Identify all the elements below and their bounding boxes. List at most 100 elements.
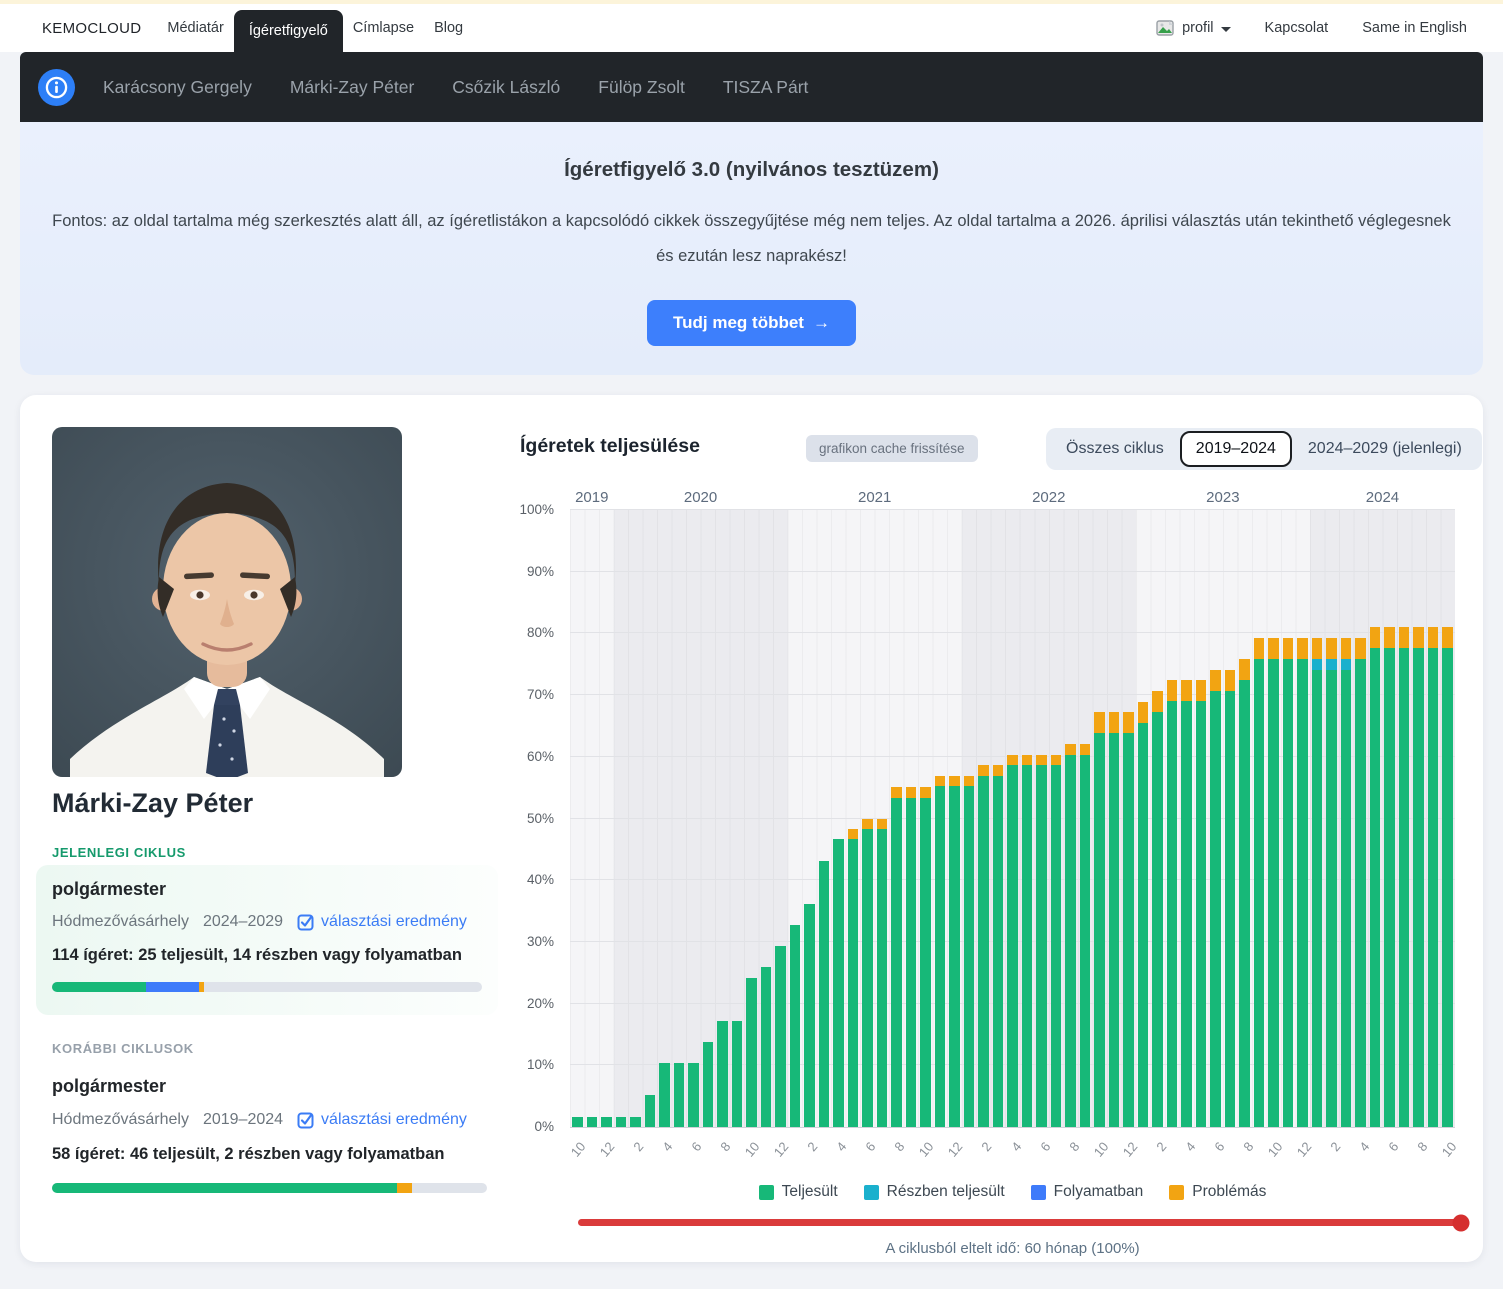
politician-card: Márki-Zay Péter JELENLEGI CIKLUS polgárm… <box>20 395 1483 1262</box>
bar-segment-teljesült <box>702 1041 714 1127</box>
y-tick-0: 0% <box>534 1119 554 1134</box>
year-band-2021 <box>787 510 962 1127</box>
bar-2021-2 <box>804 903 815 1127</box>
bar-segment-teljesült <box>1094 733 1105 1127</box>
bar-2023-1 <box>1137 701 1149 1127</box>
current-cycle-label: JELENLEGI CIKLUS <box>52 845 186 860</box>
chart-y-axis: 0% 10% 20% 30% 40% 50% 60% 70% 80% 90% 100% <box>498 502 562 1134</box>
position-title: polgármester <box>52 1076 167 1096</box>
subnav-item-fülöp-zsolt[interactable]: Fülöp Zsolt <box>598 76 685 97</box>
legend-item-teljesült: Teljesült <box>758 1183 838 1201</box>
chart-year-labels: 2019 2020 2021 2022 2023 2024 <box>570 489 1455 509</box>
bar-2021-7 <box>876 818 888 1127</box>
year-label-2023: 2023 <box>1206 489 1240 506</box>
bar-segment-teljesült <box>1224 690 1236 1127</box>
progress-segment-green <box>52 982 147 992</box>
bar-2023-5 <box>1195 680 1207 1127</box>
bar-2020-9 <box>731 1020 743 1127</box>
bar-segment-teljesült <box>630 1116 641 1127</box>
x-tick-2020-8: 8 <box>717 1139 734 1155</box>
election-result-label: választási eredmény <box>321 1111 467 1128</box>
learn-more-button[interactable]: Tudj meg többet → <box>647 300 856 346</box>
tab-Összes-ciklus[interactable]: Összes ciklus <box>1066 440 1164 457</box>
x-tick-2021-6: 6 <box>862 1139 879 1155</box>
topnav-item-címlapse[interactable]: Címlapse <box>352 20 415 36</box>
bar-2022-5 <box>1021 754 1033 1127</box>
bar-2020-7 <box>702 1041 714 1127</box>
progress-segment-blue <box>146 982 200 992</box>
x-tick-2019-10: 10 <box>567 1139 589 1160</box>
bar-segment-problémás <box>1108 712 1120 734</box>
brand-logo[interactable]: KEMOCLOUD <box>42 19 142 37</box>
arrow-right-icon: → <box>812 313 830 332</box>
bar-2024-9 <box>1427 627 1439 1127</box>
x-tick-2022-8: 8 <box>1065 1139 1083 1155</box>
current-progress-bar <box>52 982 482 992</box>
slider-knob[interactable] <box>1452 1214 1470 1231</box>
y-tick-100: 100% <box>519 502 554 517</box>
bar-segment-teljesült <box>1282 658 1294 1127</box>
topnav-link-same-in-english[interactable]: Same in English <box>1362 20 1467 36</box>
subnav-item-csőzik-lászló[interactable]: Csőzik László <box>452 76 561 97</box>
bar-2021-9 <box>905 787 917 1127</box>
checkbox-check-icon <box>297 1112 314 1129</box>
refresh-cache-button[interactable]: grafikon cache frissítése <box>806 435 978 462</box>
bar-segment-teljesült <box>1239 680 1250 1127</box>
bar-segment-problémás <box>1210 669 1221 691</box>
bar-segment-problémás <box>847 829 859 840</box>
bar-2022-11 <box>1108 712 1120 1127</box>
x-tick-2023-12: 12 <box>1293 1139 1315 1160</box>
bar-segment-teljesült <box>949 786 960 1127</box>
bar-2022-7 <box>1050 754 1062 1127</box>
legend-label: Részben teljesült <box>886 1183 1005 1200</box>
bar-segment-problémás <box>1369 627 1381 649</box>
topnav-item-blog[interactable]: Blog <box>434 20 464 36</box>
bar-segment-teljesült <box>1166 701 1178 1127</box>
bar-2024-3 <box>1340 638 1352 1127</box>
gridline-100 <box>570 509 1455 510</box>
bar-segment-problémás <box>1384 627 1395 649</box>
x-tick-2021-4: 4 <box>833 1139 850 1155</box>
x-tick-2023-2: 2 <box>1152 1139 1170 1155</box>
topnav-item-médiatár[interactable]: Médiatár <box>167 20 224 36</box>
bar-2020-4 <box>659 1063 670 1127</box>
bar-2024-5 <box>1369 627 1381 1127</box>
x-tick-2020-2: 2 <box>630 1139 647 1155</box>
y-tick-60: 60% <box>526 748 554 764</box>
elapsed-time-slider[interactable] <box>578 1214 1470 1231</box>
bar-segment-teljesült <box>1340 669 1352 1127</box>
bar-segment-problémás <box>1166 680 1178 702</box>
bar-segment-teljesült <box>920 797 931 1127</box>
bar-2022-9 <box>1079 744 1091 1127</box>
year-label-2020: 2020 <box>683 489 718 506</box>
subnav-item-márki-zay-péter[interactable]: Márki-Zay Péter <box>289 76 415 97</box>
bar-segment-teljesült <box>1369 648 1381 1127</box>
election-result-link[interactable]: választási eredmény <box>297 913 467 931</box>
topnav-item-ígéretfigyelő[interactable]: Ígéretfigyelő <box>233 10 343 52</box>
bar-segment-teljesült <box>1427 648 1439 1127</box>
topnav-link-kapcsolat[interactable]: Kapcsolat <box>1264 20 1329 36</box>
bar-segment-teljesült <box>833 839 844 1127</box>
profile-menu-label: profil <box>1182 20 1214 36</box>
bar-segment-problémás <box>963 775 975 787</box>
profile-menu[interactable]: profil <box>1156 19 1231 37</box>
progress-segment-orange <box>199 982 204 992</box>
bar-2022-8 <box>1065 744 1076 1127</box>
previous-cycle-meta: Hódmezővásárhely 2019–2024 választási er… <box>52 1111 487 1129</box>
tab-2024–2029-(jelenlegi)[interactable]: 2024–2029 (jelenlegi) <box>1307 440 1462 457</box>
bar-segment-problémás <box>1094 712 1105 734</box>
tab-2019–2024[interactable]: 2019–2024 <box>1179 431 1292 467</box>
election-result-label: választási eredmény <box>321 913 467 930</box>
subnav-item-karácsony-gergely[interactable]: Karácsony Gergely <box>103 76 252 97</box>
election-result-link[interactable]: választási eredmény <box>297 1111 467 1129</box>
info-icon[interactable] <box>38 68 75 106</box>
legend-item-részben-teljesült: Részben teljesült <box>863 1183 1005 1201</box>
x-tick-2021-8: 8 <box>891 1139 908 1155</box>
x-tick-2024-8: 8 <box>1414 1139 1431 1155</box>
bar-2023-9 <box>1253 637 1265 1127</box>
bar-2020-10 <box>746 978 757 1127</box>
subnav-item-tisza-párt[interactable]: TISZA Párt <box>722 76 809 97</box>
top-navbar: KEMOCLOUD Médiatár Ígéretfigyelő Címlapse B… <box>0 4 1503 52</box>
chevron-down-icon <box>1220 26 1231 32</box>
bar-segment-problémás <box>876 818 888 829</box>
